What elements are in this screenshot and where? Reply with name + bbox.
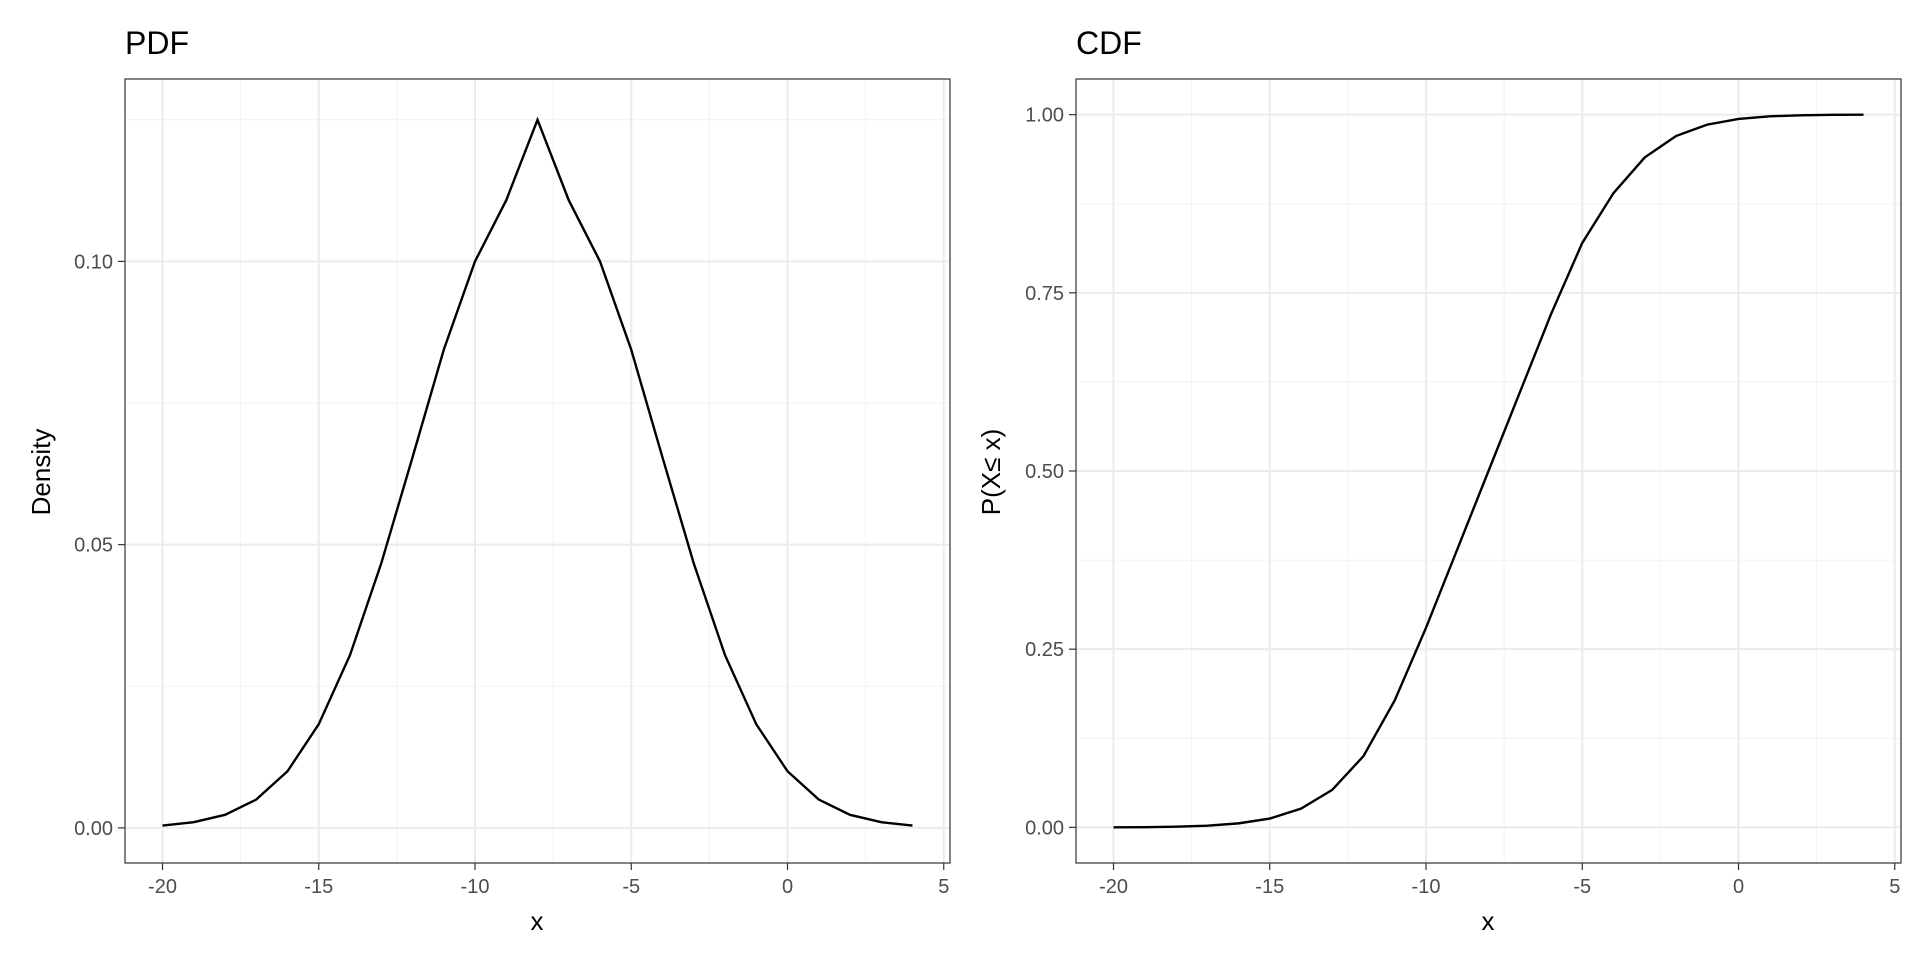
cdf-y-tick-label: 0.00 [1025,817,1064,839]
cdf-y-tick-label: 0.75 [1025,283,1064,305]
cdf-y-tick-label: 1.00 [1025,105,1064,127]
cdf-x-tick-label: -20 [1099,876,1128,898]
cdf-title: CDF [1076,25,1142,61]
cdf-x-tick-label: -15 [1255,876,1284,898]
pdf-title: PDF [125,25,189,61]
pdf-y-tick-label: 0.10 [74,251,113,273]
pdf-x-tick-label: -10 [461,876,490,898]
cdf-ticks: -20 -15 -10 -5 0 5 0.00 0.25 0.50 0.75 1.00 [1025,78,1902,898]
cdf-y-tick-label: 0.25 [1025,639,1064,661]
pdf-panel: PDF x Density -20 -15 -10 -5 0 5 0.00 0.05 0.10 [26,25,951,936]
cdf-gridlines [1076,79,1901,863]
pdf-gridlines [125,79,950,863]
pdf-marks [162,116,913,827]
cdf-panel: CDF x P(X≤ x) -20 -15 -10 -5 0 5 0.00 0.25 0.50 0… [976,25,1902,936]
cdf-x-axis-title: x [1482,906,1495,936]
cdf-y-tick-label: 0.50 [1025,461,1064,483]
cdf-marks [1113,113,1864,829]
cdf-curve [1113,113,1864,829]
pdf-x-tick-label: -5 [622,876,640,898]
pdf-y-tick-label: 0.00 [74,818,113,840]
cdf-x-tick-label: 0 [1733,876,1744,898]
pdf-x-tick-label: -20 [148,876,177,898]
pdf-y-axis-title: Density [26,429,56,516]
cdf-y-axis-title: P(X≤ x) [976,429,1006,516]
cdf-x-tick-label: 5 [1889,876,1900,898]
pdf-x-tick-label: -15 [304,876,333,898]
pdf-x-tick-label: 5 [938,876,949,898]
pdf-ticks: -20 -15 -10 -5 0 5 0.00 0.05 0.10 [74,78,951,898]
pdf-curve [162,116,913,827]
cdf-x-tick-label: -5 [1573,876,1591,898]
pdf-x-axis-title: x [531,906,544,936]
pdf-y-tick-label: 0.05 [74,535,113,557]
cdf-x-tick-label: -10 [1412,876,1441,898]
pdf-panel-border [124,78,951,864]
pdf-x-tick-label: 0 [782,876,793,898]
